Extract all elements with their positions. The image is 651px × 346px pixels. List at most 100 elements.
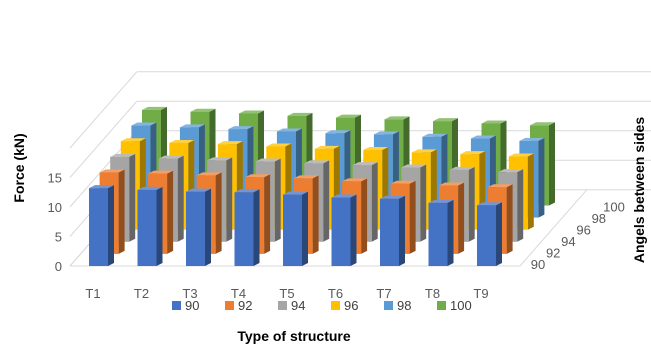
bar-top [449,166,475,170]
depth-tick-label: 98 [592,211,606,226]
legend-item: 98 [384,298,411,313]
bar-top [314,145,340,149]
bar-top [530,122,555,126]
bar-top [99,169,125,173]
bar-top [239,110,264,114]
bar-side [458,182,465,254]
bar-front [283,194,302,266]
bar [186,188,211,266]
bar-top [481,120,507,124]
bar-top [266,143,292,147]
bar-side [274,158,281,242]
bar-top [390,180,416,184]
y-axis-title: Force (kN) [11,133,27,202]
bar-side [264,174,271,254]
bar-side [399,195,405,266]
bar-top [89,185,114,189]
legend-label: 100 [450,298,472,313]
bar-top [439,182,465,186]
bar-top [120,138,146,142]
bar-top [380,195,405,199]
bar [234,189,260,266]
y-tick-label: 10 [48,200,62,215]
legend-item: 100 [437,298,472,313]
x-tick-label: T4 [231,286,246,301]
bar-side [129,153,136,242]
y-tick-labels: 0 5 10 15 [48,171,62,275]
bar-top [186,188,211,192]
bar-top [470,135,496,139]
bar [331,194,357,266]
x-tick-label: T7 [376,286,391,301]
bar-front [428,202,448,266]
legend-label: 94 [291,298,305,313]
bar-top [422,133,448,137]
bar-top [433,118,458,122]
bar [428,199,454,266]
bar-top [325,130,351,134]
bar-top [487,184,513,188]
bar-top [234,189,260,193]
bar-side [350,194,357,266]
legend-swatch [384,301,393,310]
depth-tick-label: 94 [561,234,575,249]
bar-side [549,122,555,206]
bar-top [131,122,157,126]
bar-top [519,137,545,141]
legend-swatch [172,301,181,310]
legend-label: 98 [397,298,411,313]
x-tick-label: T9 [473,286,488,301]
bar-side [371,162,378,242]
bar-side [205,188,211,266]
bar [380,195,405,266]
bar-side [361,178,368,254]
x-tick-label: T3 [182,286,197,301]
legend-swatch [278,301,287,310]
bar-top [207,157,233,161]
bar-top [304,160,330,164]
legend-swatch [331,301,340,310]
bar-side [420,164,427,242]
bar-side [118,169,125,254]
bar-side [253,189,260,266]
bar-side [108,185,114,266]
y-tick-label: 15 [48,171,62,186]
bar-top [142,106,167,110]
depth-axis-title: Angels between sides [631,117,647,263]
legend-swatch [437,301,446,310]
bar-front [89,188,108,266]
bar-side [323,160,330,242]
depth-tick-label: 92 [546,246,560,261]
bar-side [302,191,308,266]
bar-side [527,153,534,230]
bar-top [228,126,254,130]
legend-label: 92 [238,298,252,313]
bar-side [447,199,454,266]
legend-item: 94 [278,298,305,313]
x-tick-label: T8 [425,286,440,301]
bar-front [331,197,351,266]
bar-top [148,170,174,174]
x-tick-label: T5 [279,286,294,301]
y-tick-label: 0 [55,259,62,274]
bar-top [428,199,454,203]
bar-top [336,114,361,118]
bar-top [179,124,205,128]
bar-side [496,202,502,266]
bar-side [468,166,475,242]
bar-side [226,157,233,242]
bar-top [137,186,163,190]
bar-top [190,108,216,112]
bar-side [177,155,184,242]
bar-side [506,184,513,254]
x-tick-label: T2 [134,286,149,301]
bar-top [255,158,281,162]
bar-top [477,202,502,206]
bar-front [186,191,205,266]
legend-item: 96 [331,298,358,313]
bar-front [234,192,254,266]
bar-side [156,186,163,266]
bar-side [215,172,222,254]
bar [477,202,502,266]
